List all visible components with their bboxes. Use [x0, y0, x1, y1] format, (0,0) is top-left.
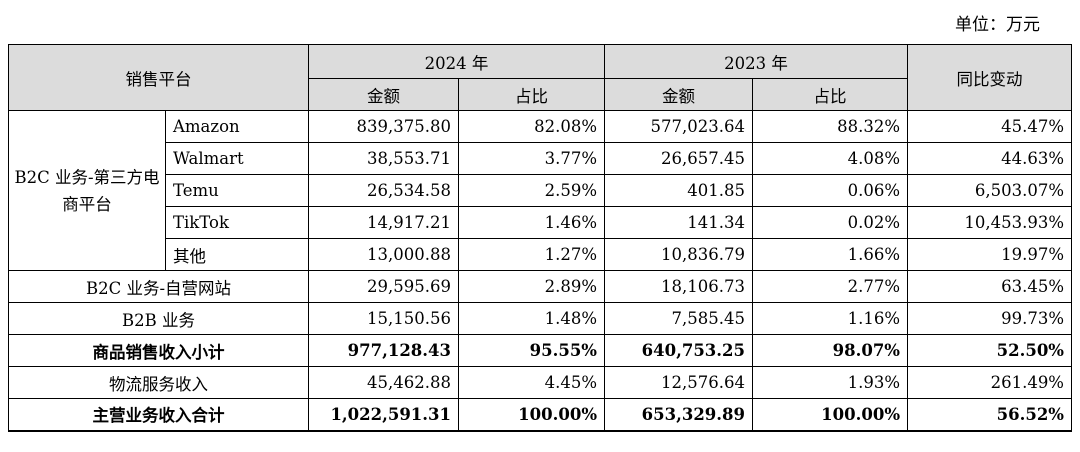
row-label: TikTok	[165, 206, 309, 239]
header-amount-2023: 金额	[604, 78, 753, 111]
table-row: B2C 业务-自营网站 29,595.69 2.89% 18,106.73 2.…	[8, 270, 1072, 303]
table-row: TikTok 14,917.21 1.46% 141.34 0.02% 10,4…	[9, 206, 1072, 239]
table-row: Temu 26,534.58 2.59% 401.85 0.06% 6,503.…	[9, 174, 1072, 207]
header-platform: 销售平台	[8, 44, 309, 111]
cell-yoy: 56.52%	[907, 398, 1072, 432]
cell-share-2023: 1.93%	[752, 366, 908, 399]
cell-share-2023: 1.16%	[752, 302, 908, 335]
cell-share-2023: 98.07%	[752, 334, 908, 367]
table-row: 其他 13,000.88 1.27% 10,836.79 1.66% 19.97…	[9, 238, 1072, 271]
cell-amount-2023: 653,329.89	[604, 398, 753, 432]
row-label: Walmart	[165, 142, 309, 175]
table-row: Walmart 38,553.71 3.77% 26,657.45 4.08% …	[9, 142, 1072, 175]
group-b2c-third-party: B2C 业务-第三方电商平台	[8, 110, 166, 271]
cell-amount-2024: 14,917.21	[308, 206, 459, 239]
cell-amount-2024: 13,000.88	[308, 238, 459, 271]
cell-share-2024: 1.46%	[458, 206, 605, 239]
header-share-2024: 占比	[458, 78, 605, 111]
cell-share-2023: 0.06%	[752, 174, 908, 207]
header-yoy: 同比变动	[907, 44, 1072, 111]
cell-amount-2024: 45,462.88	[308, 366, 459, 399]
row-label: B2B 业务	[8, 302, 309, 335]
cell-amount-2024: 1,022,591.31	[308, 398, 459, 432]
cell-share-2024: 82.08%	[458, 110, 605, 143]
cell-amount-2024: 977,128.43	[308, 334, 459, 367]
header-share-2023: 占比	[752, 78, 908, 111]
cell-share-2024: 2.89%	[458, 270, 605, 303]
cell-amount-2024: 26,534.58	[308, 174, 459, 207]
cell-share-2023: 4.08%	[752, 142, 908, 175]
revenue-by-platform-table: 销售平台 2024 年 2023 年 同比变动 金额 占比 金额 占比 B2C …	[8, 44, 1072, 432]
row-label: B2C 业务-自营网站	[8, 270, 309, 303]
cell-yoy: 10,453.93%	[907, 206, 1072, 239]
row-label: Temu	[165, 174, 309, 207]
header-year-2024: 2024 年	[308, 44, 605, 79]
cell-share-2023: 2.77%	[752, 270, 908, 303]
cell-yoy: 6,503.07%	[907, 174, 1072, 207]
row-label: 商品销售收入小计	[8, 334, 309, 367]
cell-share-2023: 88.32%	[752, 110, 908, 143]
row-label: 其他	[165, 238, 309, 271]
row-label: 物流服务收入	[8, 366, 309, 399]
cell-yoy: 45.47%	[907, 110, 1072, 143]
cell-share-2023: 100.00%	[752, 398, 908, 432]
cell-share-2024: 100.00%	[458, 398, 605, 432]
cell-amount-2024: 29,595.69	[308, 270, 459, 303]
cell-amount-2023: 577,023.64	[604, 110, 753, 143]
cell-yoy: 52.50%	[907, 334, 1072, 367]
cell-yoy: 261.49%	[907, 366, 1072, 399]
cell-share-2024: 1.27%	[458, 238, 605, 271]
cell-amount-2023: 640,753.25	[604, 334, 753, 367]
cell-share-2023: 1.66%	[752, 238, 908, 271]
table-row: 物流服务收入 45,462.88 4.45% 12,576.64 1.93% 2…	[8, 366, 1072, 399]
cell-amount-2023: 18,106.73	[604, 270, 753, 303]
row-label: Amazon	[165, 110, 309, 143]
cell-share-2024: 1.48%	[458, 302, 605, 335]
table-row: B2C 业务-第三方电商平台 Amazon 839,375.80 82.08% …	[8, 110, 1072, 271]
cell-amount-2023: 10,836.79	[604, 238, 753, 271]
unit-label: 单位：万元	[955, 15, 1040, 35]
cell-share-2024: 2.59%	[458, 174, 605, 207]
cell-amount-2023: 12,576.64	[604, 366, 753, 399]
header-amount-2024: 金额	[308, 78, 459, 111]
cell-amount-2024: 38,553.71	[308, 142, 459, 175]
cell-amount-2024: 839,375.80	[308, 110, 459, 143]
cell-amount-2023: 7,585.45	[604, 302, 753, 335]
cell-yoy: 19.97%	[907, 238, 1072, 271]
cell-amount-2023: 26,657.45	[604, 142, 753, 175]
table-row: B2B 业务 15,150.56 1.48% 7,585.45 1.16% 99…	[8, 302, 1072, 335]
cell-amount-2023: 141.34	[604, 206, 753, 239]
cell-amount-2024: 15,150.56	[308, 302, 459, 335]
cell-share-2024: 95.55%	[458, 334, 605, 367]
total-row: 主营业务收入合计 1,022,591.31 100.00% 653,329.89…	[8, 398, 1072, 432]
cell-yoy: 63.45%	[907, 270, 1072, 303]
cell-yoy: 44.63%	[907, 142, 1072, 175]
header-year-2023: 2023 年	[604, 44, 908, 79]
cell-share-2024: 4.45%	[458, 366, 605, 399]
subtotal-row: 商品销售收入小计 977,128.43 95.55% 640,753.25 98…	[8, 334, 1072, 367]
cell-share-2023: 0.02%	[752, 206, 908, 239]
cell-amount-2023: 401.85	[604, 174, 753, 207]
cell-yoy: 99.73%	[907, 302, 1072, 335]
row-label: 主营业务收入合计	[8, 398, 309, 432]
cell-share-2024: 3.77%	[458, 142, 605, 175]
